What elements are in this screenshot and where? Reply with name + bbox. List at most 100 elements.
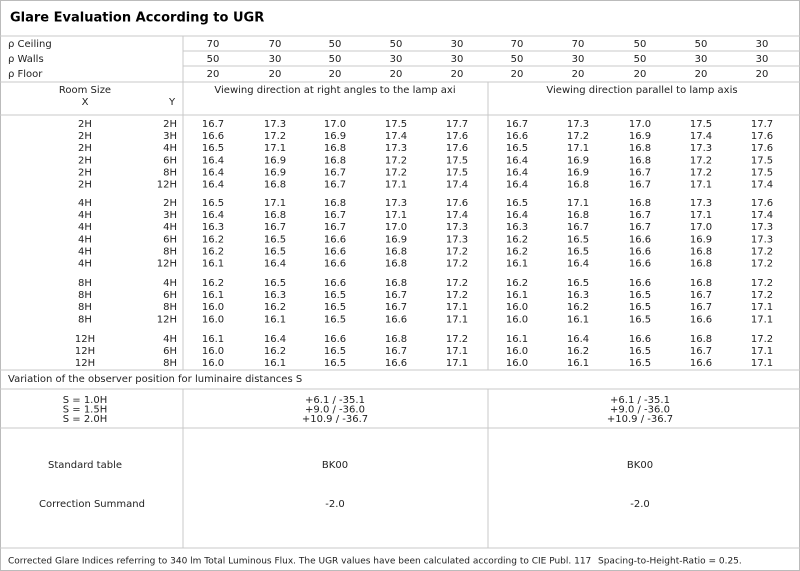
ugr-value: 16.0 — [202, 346, 224, 357]
ugr-value: 16.7 — [324, 167, 346, 178]
ugr-value: 16.5 — [629, 346, 651, 357]
ugr-value: 16.0 — [202, 358, 224, 369]
ugr-value: 16.5 — [264, 234, 286, 245]
room-y: 2H — [163, 119, 177, 130]
s-value: +9.0 / -36.0 — [305, 405, 365, 416]
ugr-value: 17.2 — [690, 155, 712, 166]
ugr-value: 16.6 — [629, 259, 651, 270]
ugr-value: 16.6 — [324, 246, 346, 257]
ugr-value: 16.2 — [506, 246, 528, 257]
view-header: Viewing direction at right angles to the… — [214, 85, 455, 96]
ugr-value: 17.1 — [446, 358, 468, 369]
ugr-value: 16.4 — [567, 334, 589, 345]
ugr-value: 16.4 — [202, 167, 224, 178]
room-y: 12H — [157, 180, 177, 191]
ugr-value: 16.7 — [690, 290, 712, 301]
ugr-value: 17.5 — [751, 155, 773, 166]
room-x: 4H — [78, 234, 92, 245]
reflectance-value: 20 — [329, 69, 342, 80]
ugr-value: 16.1 — [506, 259, 528, 270]
reflectance-label: ρ Ceiling — [8, 39, 52, 50]
ugr-value: 17.2 — [446, 334, 468, 345]
s-label: S = 1.0H — [63, 395, 108, 406]
ugr-value: 17.1 — [446, 346, 468, 357]
ugr-value: 17.2 — [446, 259, 468, 270]
ugr-value: 16.9 — [264, 155, 286, 166]
ugr-value: 16.7 — [690, 346, 712, 357]
s-value: +10.9 / -36.7 — [607, 414, 673, 425]
ugr-value: 17.3 — [446, 234, 468, 245]
reflectance-value: 50 — [695, 39, 708, 50]
room-x: 4H — [78, 259, 92, 270]
ugr-value: 16.8 — [690, 259, 712, 270]
ugr-value: 17.2 — [751, 259, 773, 270]
ugr-value: 16.8 — [324, 143, 346, 154]
room-x: 2H — [78, 180, 92, 191]
reflectance-value: 30 — [451, 54, 464, 65]
ugr-value: 16.2 — [202, 234, 224, 245]
ugr-value: 17.4 — [385, 131, 407, 142]
ugr-value: 17.1 — [690, 180, 712, 191]
ugr-value: 17.1 — [690, 210, 712, 221]
ugr-value: 16.8 — [629, 143, 651, 154]
ugr-value: 17.0 — [629, 119, 651, 130]
ugr-value: 17.1 — [567, 198, 589, 209]
room-size: Room Size — [59, 85, 111, 96]
ugr-value: 17.1 — [385, 210, 407, 221]
ugr-value: 16.8 — [690, 246, 712, 257]
ugr-value: 16.6 — [385, 314, 407, 325]
ugr-value: 17.1 — [385, 180, 407, 191]
ugr-value: 16.4 — [264, 334, 286, 345]
ugr-value: 16.8 — [385, 259, 407, 270]
ugr-value: 17.2 — [446, 246, 468, 257]
ugr-value: 16.8 — [567, 180, 589, 191]
reflectance-value: 70 — [572, 39, 585, 50]
ugr-value: 16.1 — [202, 290, 224, 301]
reflectance-value: 30 — [756, 39, 769, 50]
reflectance-value: 50 — [634, 54, 647, 65]
ugr-value: 17.1 — [264, 143, 286, 154]
ugr-value: 16.5 — [567, 246, 589, 257]
ugr-value: 17.6 — [751, 131, 773, 142]
ugr-value: 16.5 — [324, 302, 346, 313]
standard-label: Standard table — [48, 460, 122, 471]
ugr-value: 16.8 — [385, 278, 407, 289]
ugr-value: 16.2 — [567, 302, 589, 313]
ugr-value: 16.1 — [202, 334, 224, 345]
reflectance-value: 20 — [451, 69, 464, 80]
y-header: Y — [168, 97, 176, 108]
room-x: 2H — [78, 155, 92, 166]
ugr-value: 16.7 — [567, 222, 589, 233]
reflectance-label: ρ Floor — [8, 69, 43, 80]
ugr-value: 17.6 — [446, 143, 468, 154]
ugr-value: 16.1 — [264, 358, 286, 369]
reflectance-value: 20 — [390, 69, 403, 80]
ugr-value: 16.7 — [629, 167, 651, 178]
ugr-value: 17.2 — [751, 246, 773, 257]
ugr-value: 16.7 — [385, 302, 407, 313]
ugr-value: 16.7 — [629, 210, 651, 221]
reflectance-value: 50 — [511, 54, 524, 65]
ugr-value: 16.3 — [567, 290, 589, 301]
reflectance-value: 50 — [329, 54, 342, 65]
reflectance-value: 30 — [269, 54, 282, 65]
room-y: 6H — [163, 346, 177, 357]
ugr-value: 16.4 — [567, 259, 589, 270]
ugr-value: 17.6 — [751, 198, 773, 209]
room-x: 4H — [78, 246, 92, 257]
ugr-value: 16.3 — [264, 290, 286, 301]
reflectance-value: 30 — [756, 54, 769, 65]
ugr-value: 16.5 — [264, 278, 286, 289]
ugr-value: 16.9 — [690, 234, 712, 245]
ugr-value: 16.6 — [629, 334, 651, 345]
title: Glare Evaluation According to UGR — [10, 11, 264, 26]
ugr-value: 16.0 — [506, 314, 528, 325]
ugr-value: 17.2 — [446, 278, 468, 289]
correction-value: -2.0 — [630, 499, 650, 510]
ugr-value: 16.6 — [506, 131, 528, 142]
ugr-value: 16.6 — [690, 314, 712, 325]
ugr-value: 16.6 — [324, 259, 346, 270]
ugr-value: 17.3 — [446, 222, 468, 233]
